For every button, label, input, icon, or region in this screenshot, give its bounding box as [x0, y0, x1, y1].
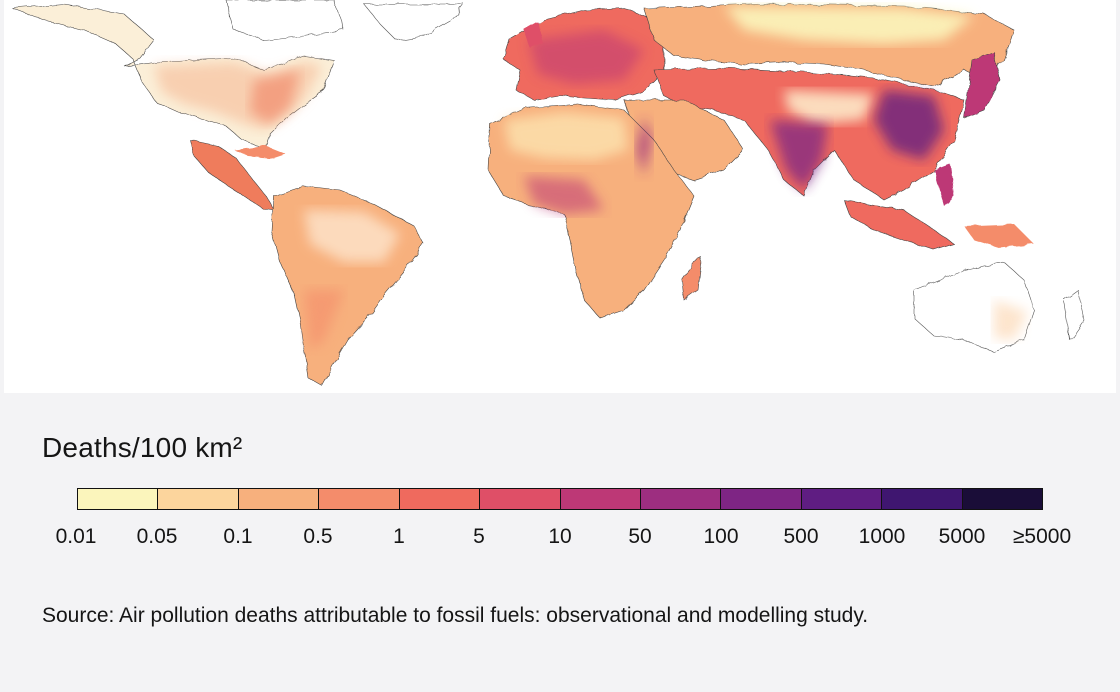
tick-label: 5000 [938, 525, 986, 548]
color-swatch [882, 489, 963, 509]
tick-label: 100 [703, 525, 739, 548]
tick-label: 5 [473, 525, 485, 548]
color-swatch [962, 489, 1043, 509]
legend-title: Deaths/100 km² [42, 432, 243, 463]
tick-label: 1 [393, 525, 405, 548]
tick-label: ≥5000 [1012, 525, 1072, 548]
color-swatch [78, 489, 159, 509]
tick-label: 1000 [858, 525, 906, 548]
color-swatch [399, 489, 481, 509]
world-map-image [11, 0, 1085, 387]
tick-label: 0.1 [223, 525, 253, 548]
tick-label: 0.05 [136, 525, 178, 548]
color-swatch [640, 489, 722, 509]
color-swatch [319, 489, 400, 509]
tick-label: 0.5 [303, 525, 333, 548]
tick-label: 50 [628, 525, 652, 548]
source-note: Source: Air pollution deaths attributabl… [42, 604, 869, 627]
color-swatch [480, 489, 561, 509]
color-swatch [560, 489, 641, 509]
tick-label: 0.01 [55, 525, 97, 548]
greenland [363, 3, 465, 41]
africa [487, 103, 703, 319]
asia [623, 3, 1034, 251]
north-america [11, 0, 345, 211]
europe [503, 7, 665, 101]
color-swatch [158, 489, 239, 509]
tick-label: 500 [783, 525, 819, 548]
australia [913, 261, 1085, 353]
scale-ticks: 0.01 0.05 0.1 0.5 1 5 10 50 100 500 1000… [0, 525, 1120, 555]
color-swatch [721, 489, 802, 509]
color-scale [77, 488, 1043, 510]
color-swatch [801, 489, 883, 509]
color-swatch [238, 489, 320, 509]
world-map [4, 0, 1116, 393]
tick-label: 10 [548, 525, 572, 548]
south-america [271, 185, 425, 387]
